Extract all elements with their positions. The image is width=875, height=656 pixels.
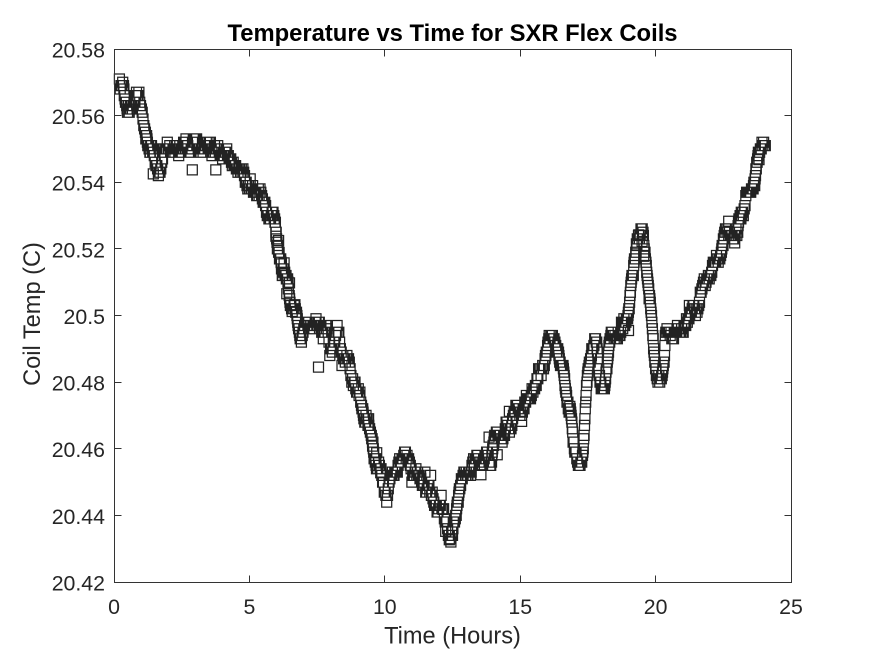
svg-text:20.44: 20.44 — [52, 505, 105, 529]
svg-text:20.54: 20.54 — [52, 172, 105, 196]
svg-text:Coil Temp (C): Coil Temp (C) — [20, 242, 46, 386]
svg-text:20: 20 — [644, 595, 668, 619]
svg-text:20.48: 20.48 — [52, 372, 105, 396]
svg-text:10: 10 — [373, 595, 397, 619]
svg-text:0: 0 — [108, 595, 120, 619]
svg-text:20.46: 20.46 — [52, 438, 105, 462]
svg-text:20.42: 20.42 — [52, 571, 105, 595]
svg-text:5: 5 — [243, 595, 255, 619]
svg-text:20.58: 20.58 — [52, 38, 105, 62]
svg-text:25: 25 — [779, 595, 803, 619]
svg-text:20.52: 20.52 — [52, 238, 105, 262]
svg-text:Time (Hours): Time (Hours) — [384, 624, 521, 650]
svg-text:15: 15 — [508, 595, 532, 619]
svg-text:20.5: 20.5 — [64, 305, 105, 329]
svg-text:20.56: 20.56 — [52, 105, 105, 129]
svg-text:Temperature vs Time for SXR Fl: Temperature vs Time for SXR Flex Coils — [227, 20, 677, 47]
